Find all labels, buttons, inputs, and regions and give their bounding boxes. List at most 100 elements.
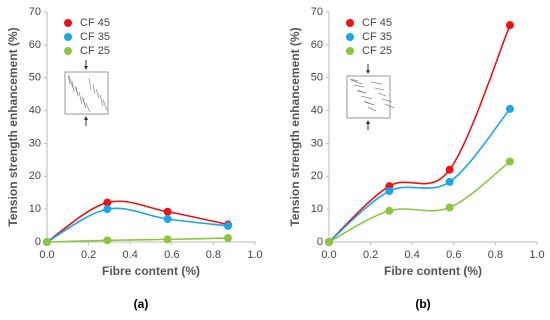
legend-marker [346,33,354,41]
legend-marker [346,19,354,27]
fibre-stroke [349,78,359,82]
fibre-stroke [99,94,104,107]
y-tick-label: 20 [311,170,323,182]
data-point [445,203,454,212]
fibre-stroke [102,99,108,111]
fibre-stroke [92,83,96,95]
arrow-head [366,70,370,74]
arrow-head [84,116,88,120]
y-tick-label: 10 [29,203,41,215]
series-line [328,108,511,243]
data-point [223,221,232,230]
fibre-stroke [384,103,395,109]
data-point [163,235,172,244]
fibre-stroke [67,74,71,85]
fibre-stroke [95,88,100,99]
fibre-stroke [88,77,92,91]
x-axis-label: Fibre content (%) [384,264,482,278]
y-tick-label: 0 [317,236,323,248]
data-point [445,165,454,174]
legend-label: CF 45 [80,17,110,29]
fibre-stroke [381,98,393,103]
data-point [163,215,172,223]
y-tick-label: 50 [29,72,41,84]
legend-marker [64,33,72,41]
data-point [325,238,333,246]
data-point [103,236,112,245]
fibre-stroke [353,84,365,88]
specimen-sketch [64,71,109,115]
x-tick-label: 0.8 [488,249,503,261]
x-tick-label: 0.6 [446,249,461,261]
caption: (a) [134,297,149,311]
data-point [445,177,454,186]
fibre-stroke [85,102,91,113]
legend-label: CF 45 [362,17,392,29]
y-tick-label: 40 [29,104,41,116]
y-tick-label: 70 [29,6,41,18]
fibre-stroke [360,95,373,100]
data-point [505,21,514,30]
fibre-stroke [374,87,385,91]
legend-label: CF 35 [362,31,392,43]
fibre-stroke [357,90,367,94]
y-tick-label: 60 [29,39,41,51]
x-tick-label: 0.2 [81,249,96,261]
fibre-stroke [367,106,377,112]
fibre-stroke [71,80,75,93]
x-tick-label: 0.8 [206,249,221,261]
arrow-head [366,120,370,124]
y-tick-label: 60 [311,39,323,51]
series-line [328,160,511,243]
fibre-stroke [364,101,375,106]
data-point [103,198,112,207]
y-tick-label: 0 [35,236,41,248]
data-point [385,187,394,196]
legend-marker [346,47,354,55]
chart-panel: 0 10 20 30 40 50 60 70 0.0 0.2 0.4 0.6 0.8 1.0 Fibre c… [6,6,262,311]
x-tick-label: 0.6 [164,249,179,261]
y-tick-label: 40 [311,104,323,116]
legend-label: CF 35 [80,31,110,43]
legend-marker [64,47,72,55]
y-tick-label: 70 [311,6,323,18]
series-line [46,200,229,243]
fibre-stroke [68,75,74,89]
data-point [505,104,514,113]
fibre-stroke [82,97,87,109]
y-tick-label: 30 [29,137,41,149]
x-tick-label: 0.4 [405,249,420,261]
caption: (b) [415,297,430,311]
data-point [163,207,172,216]
series-line [46,207,229,243]
series-line [328,24,511,243]
x-tick-label: 0.0 [39,249,54,261]
x-tick-label: 0.2 [363,249,378,261]
y-tick-label: 10 [311,203,323,215]
fibre-stroke [370,81,383,85]
x-tick-label: 1.0 [529,249,544,261]
x-tick-label: 0.0 [321,249,336,261]
fibre-stroke [377,92,387,97]
chart-panel: 0 10 20 30 40 50 60 70 0.0 0.2 0.4 0.6 0.8 1.0 Fibre c… [288,6,544,311]
y-tick-label: 20 [29,170,41,182]
data-point [505,157,514,166]
fibre-stroke [78,91,83,105]
fibre-stroke [75,86,79,97]
y-axis-label: Tension strength enhancement (%) [6,27,20,226]
data-point [223,234,232,243]
legend-marker [64,19,72,27]
y-axis-label: Tension strength enhancement (%) [288,27,302,226]
arrow-head [84,66,88,70]
specimen-sketch [346,75,391,119]
x-tick-label: 0.4 [123,249,138,261]
y-tick-label: 30 [311,137,323,149]
legend-label: CF 25 [80,45,110,57]
data-point [103,205,112,214]
y-tick-label: 50 [311,72,323,84]
data-point [43,238,51,246]
x-axis-label: Fibre content (%) [102,264,200,278]
series-line [46,237,228,243]
fibre-stroke [350,79,363,85]
